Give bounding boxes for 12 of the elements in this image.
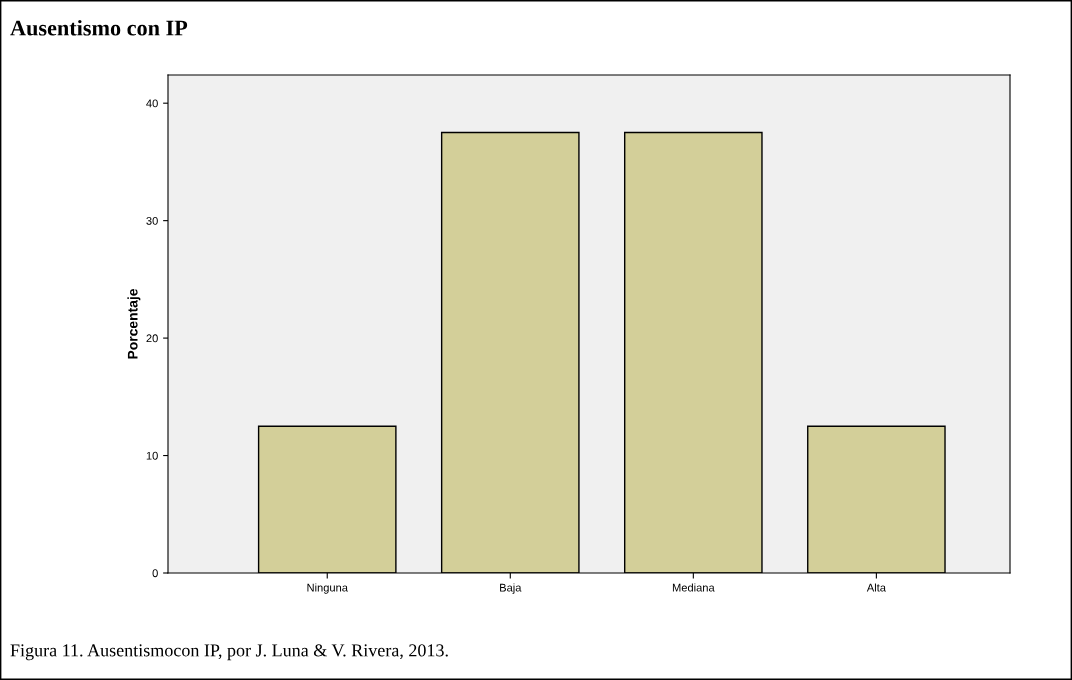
x-tick-label: Baja [500, 583, 522, 594]
x-tick-label: Mediana [672, 583, 715, 592]
text: Figura 11. Ausentismocon IP, por J. Luna & V. Rivera, 2013. [10, 644, 448, 661]
y-axis-title: Porcentaje [127, 288, 141, 359]
chart-title: Ausentismo con IP [10, 19, 188, 36]
x-tick-label: Alta [866, 583, 886, 592]
y-tick-label: 40 [146, 99, 158, 108]
y-tick-label: 10 [146, 451, 158, 460]
y-tick-label: 20 [146, 334, 158, 343]
y-tick-label: 0 [152, 569, 158, 578]
y-tick-label: 30 [146, 216, 158, 225]
x-tick-label: Ninguna [307, 583, 348, 594]
